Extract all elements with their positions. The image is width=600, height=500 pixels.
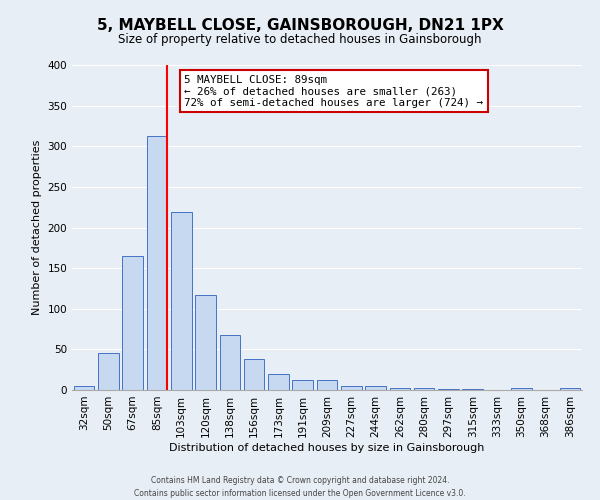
Bar <box>171 212 191 390</box>
Bar <box>414 388 434 390</box>
Bar <box>365 386 386 390</box>
Bar <box>244 359 265 390</box>
Bar <box>317 380 337 390</box>
Bar <box>292 380 313 390</box>
Bar <box>146 136 167 390</box>
Bar <box>438 389 459 390</box>
X-axis label: Distribution of detached houses by size in Gainsborough: Distribution of detached houses by size … <box>169 442 485 452</box>
Bar <box>220 335 240 390</box>
Text: Size of property relative to detached houses in Gainsborough: Size of property relative to detached ho… <box>118 32 482 46</box>
Bar <box>389 388 410 390</box>
Bar <box>74 386 94 390</box>
Bar <box>195 295 216 390</box>
Text: 5 MAYBELL CLOSE: 89sqm
← 26% of detached houses are smaller (263)
72% of semi-de: 5 MAYBELL CLOSE: 89sqm ← 26% of detached… <box>184 74 483 108</box>
Bar <box>560 388 580 390</box>
Text: 5, MAYBELL CLOSE, GAINSBOROUGH, DN21 1PX: 5, MAYBELL CLOSE, GAINSBOROUGH, DN21 1PX <box>97 18 503 32</box>
Bar <box>268 374 289 390</box>
Bar <box>463 389 483 390</box>
Bar <box>341 386 362 390</box>
Bar <box>98 352 119 390</box>
Bar <box>511 388 532 390</box>
Bar <box>122 256 143 390</box>
Text: Contains HM Land Registry data © Crown copyright and database right 2024.
Contai: Contains HM Land Registry data © Crown c… <box>134 476 466 498</box>
Y-axis label: Number of detached properties: Number of detached properties <box>32 140 42 315</box>
